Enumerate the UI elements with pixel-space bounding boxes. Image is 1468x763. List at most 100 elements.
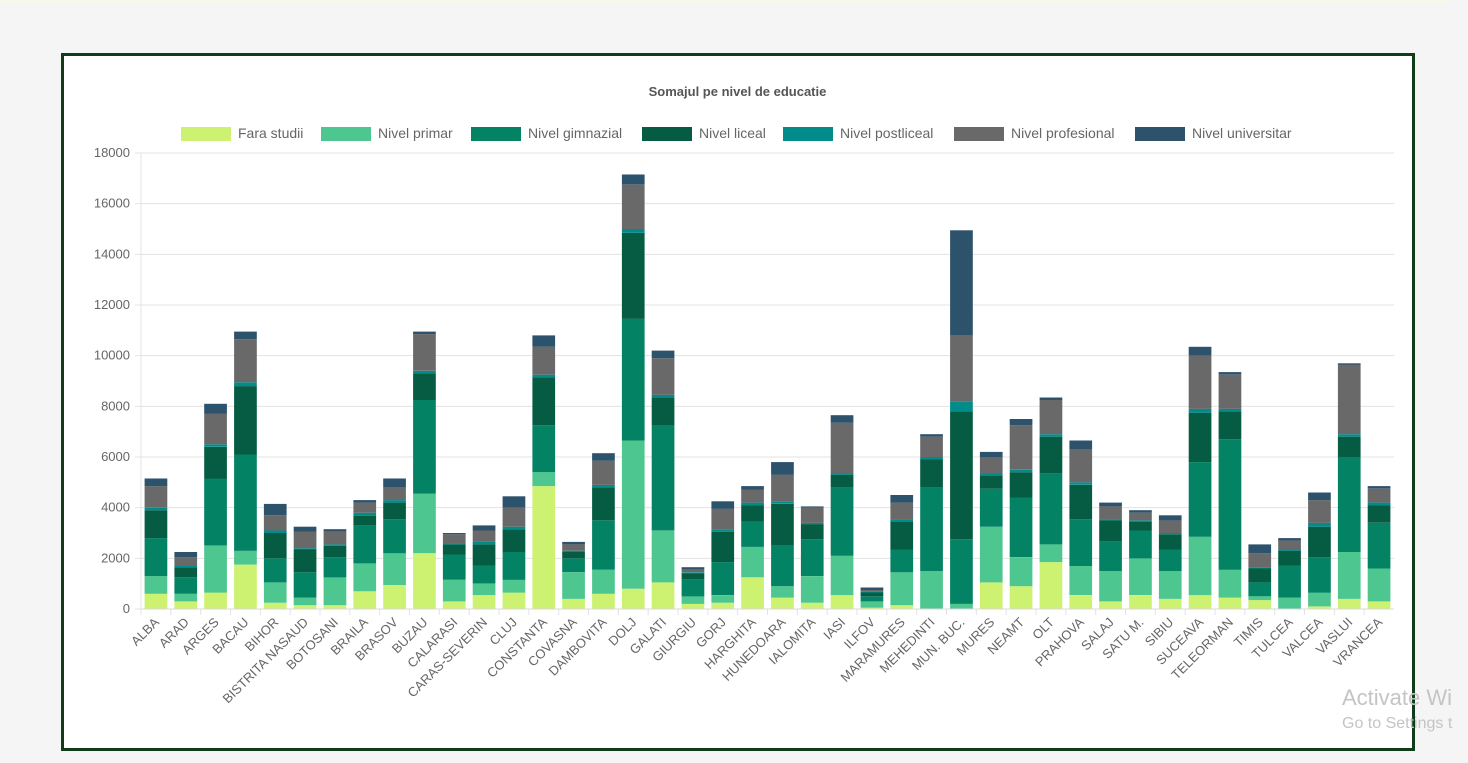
- bar-segment[interactable]: [353, 500, 377, 503]
- bar-segment[interactable]: [1308, 526, 1331, 558]
- bar-segment[interactable]: [621, 184, 645, 229]
- bar-segment[interactable]: [323, 605, 347, 609]
- bar-segment[interactable]: [800, 524, 824, 540]
- bar-segment[interactable]: [979, 488, 1003, 527]
- bar-segment[interactable]: [1069, 482, 1093, 485]
- bar-segment[interactable]: [204, 592, 227, 610]
- bar-segment[interactable]: [860, 601, 884, 608]
- bar-segment[interactable]: [741, 489, 764, 503]
- legend-label-6[interactable]: Nivel universitar: [1192, 125, 1292, 141]
- bar-segment[interactable]: [711, 501, 735, 509]
- bar-segment[interactable]: [592, 520, 615, 570]
- bar-segment[interactable]: [532, 335, 556, 347]
- bar-segment[interactable]: [681, 573, 705, 580]
- bar-segment[interactable]: [800, 506, 824, 508]
- bar-segment[interactable]: [144, 486, 168, 508]
- bar-segment[interactable]: [204, 403, 227, 414]
- bar-segment[interactable]: [711, 562, 735, 595]
- bar-segment[interactable]: [592, 484, 615, 488]
- bar-segment[interactable]: [532, 425, 556, 473]
- bar-segment[interactable]: [293, 531, 317, 549]
- bar-segment[interactable]: [532, 486, 556, 609]
- bar-segment[interactable]: [771, 501, 794, 504]
- bar-segment[interactable]: [144, 593, 168, 609]
- legend-swatch-3[interactable]: [642, 127, 692, 141]
- bar-segment[interactable]: [800, 507, 824, 523]
- bar-segment[interactable]: [1248, 596, 1272, 601]
- bar-segment[interactable]: [890, 605, 914, 609]
- bar-segment[interactable]: [1099, 502, 1122, 507]
- bar-segment[interactable]: [651, 358, 675, 395]
- bar-segment[interactable]: [532, 374, 556, 378]
- bar-segment[interactable]: [174, 601, 198, 609]
- bar-segment[interactable]: [502, 529, 526, 552]
- bar-segment[interactable]: [502, 496, 526, 508]
- bar-segment[interactable]: [234, 550, 257, 565]
- bar-segment[interactable]: [860, 587, 884, 591]
- bar-segment[interactable]: [592, 593, 615, 609]
- bar-segment[interactable]: [1129, 512, 1152, 521]
- bar-segment[interactable]: [1278, 565, 1301, 598]
- bar-segment[interactable]: [1039, 436, 1063, 474]
- bar-segment[interactable]: [1129, 595, 1152, 609]
- bar-segment[interactable]: [144, 576, 168, 594]
- bar-segment[interactable]: [1367, 488, 1391, 503]
- bar-segment[interactable]: [204, 444, 227, 447]
- bar-segment[interactable]: [1278, 538, 1301, 541]
- bar-segment[interactable]: [204, 413, 227, 445]
- bar-segment[interactable]: [532, 346, 556, 375]
- bar-segment[interactable]: [1278, 540, 1301, 550]
- bar-segment[interactable]: [1099, 506, 1122, 520]
- bar-segment[interactable]: [1099, 571, 1122, 602]
- bar-segment[interactable]: [621, 229, 645, 233]
- bar-segment[interactable]: [800, 522, 824, 525]
- bar-segment[interactable]: [1099, 601, 1122, 609]
- bar-segment[interactable]: [413, 373, 436, 400]
- bar-segment[interactable]: [1158, 515, 1182, 521]
- bar-segment[interactable]: [502, 579, 526, 593]
- bar-segment[interactable]: [234, 382, 257, 387]
- bar-segment[interactable]: [442, 601, 466, 609]
- bar-segment[interactable]: [950, 539, 973, 604]
- bar-segment[interactable]: [1129, 530, 1152, 559]
- bar-segment[interactable]: [1158, 598, 1182, 609]
- bar-segment[interactable]: [263, 515, 287, 531]
- bar-segment[interactable]: [890, 572, 914, 606]
- bar-segment[interactable]: [1158, 534, 1182, 550]
- legend-swatch-4[interactable]: [783, 127, 833, 141]
- bar-segment[interactable]: [681, 567, 705, 570]
- bar-segment[interactable]: [413, 493, 436, 554]
- bar-segment[interactable]: [1188, 346, 1212, 356]
- bar-segment[interactable]: [1367, 502, 1391, 506]
- bar-segment[interactable]: [651, 394, 675, 398]
- bar-segment[interactable]: [204, 545, 227, 593]
- bar-segment[interactable]: [950, 335, 973, 402]
- bar-segment[interactable]: [950, 401, 973, 412]
- legend-swatch-0[interactable]: [181, 127, 231, 141]
- bar-segment[interactable]: [1337, 364, 1361, 435]
- bar-segment[interactable]: [741, 546, 764, 578]
- bar-segment[interactable]: [442, 533, 466, 535]
- bar-segment[interactable]: [472, 565, 496, 584]
- bar-segment[interactable]: [681, 572, 705, 574]
- bar-segment[interactable]: [1218, 372, 1242, 375]
- legend-label-5[interactable]: Nivel profesional: [1011, 125, 1115, 141]
- bar-segment[interactable]: [383, 478, 406, 488]
- bar-segment[interactable]: [562, 541, 585, 545]
- bar-segment[interactable]: [1009, 469, 1033, 473]
- bar-segment[interactable]: [920, 436, 943, 457]
- bar-segment[interactable]: [1337, 363, 1361, 365]
- bar-segment[interactable]: [293, 526, 317, 532]
- bar-segment[interactable]: [830, 555, 854, 596]
- bar-segment[interactable]: [592, 487, 615, 521]
- bar-segment[interactable]: [1099, 519, 1122, 521]
- bar-segment[interactable]: [1367, 601, 1391, 609]
- bar-segment[interactable]: [1039, 562, 1063, 609]
- legend-label-4[interactable]: Nivel postliceal: [840, 125, 933, 141]
- bar-segment[interactable]: [1248, 582, 1272, 597]
- bar-segment[interactable]: [592, 453, 615, 461]
- bar-segment[interactable]: [174, 552, 198, 558]
- bar-segment[interactable]: [1158, 571, 1182, 599]
- bar-segment[interactable]: [681, 569, 705, 573]
- bar-segment[interactable]: [741, 502, 764, 506]
